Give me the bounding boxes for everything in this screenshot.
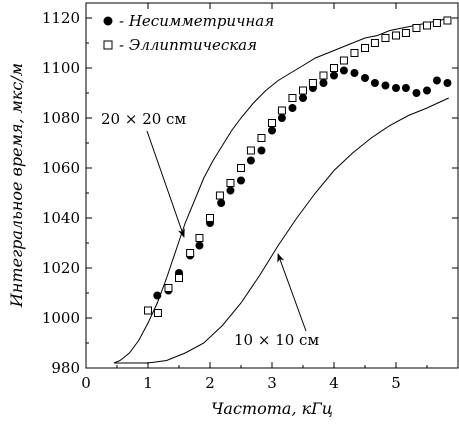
x-tick-label: 1 <box>143 374 153 392</box>
data-point-ellipticheskaya <box>277 106 286 115</box>
y-tick-label: 980 <box>51 359 80 377</box>
data-point-nesimmetrichnaya <box>432 76 441 85</box>
x-tick-label: 3 <box>267 374 277 392</box>
y-tick-label: 1060 <box>42 159 80 177</box>
data-point-ellipticheskaya <box>361 44 369 52</box>
data-point-ellipticheskaya <box>443 16 452 25</box>
data-point-ellipticheskaya <box>175 274 183 282</box>
y-tick-label: 1000 <box>42 309 80 327</box>
data-point-nesimmetrichnaya <box>392 84 400 92</box>
data-point-ellipticheskaya <box>381 34 390 42</box>
data-point-nesimmetrichnaya <box>277 114 286 122</box>
data-point-nesimmetrichnaya <box>226 186 235 195</box>
data-point-ellipticheskaya <box>392 31 400 40</box>
annotation-20x20: 20 × 20 см <box>101 110 186 128</box>
y-tick-label: 1020 <box>42 259 80 277</box>
data-point-ellipticheskaya <box>246 146 255 155</box>
data-point-nesimmetrichnaya <box>257 146 266 155</box>
data-point-ellipticheskaya <box>330 64 338 72</box>
annotation-arrow-10x10 <box>277 253 307 332</box>
plot-frame <box>85 2 459 369</box>
x-tick-label: 2 <box>205 374 215 392</box>
x-tick-label: 0 <box>81 374 91 392</box>
data-point-nesimmetrichnaya <box>246 156 255 165</box>
data-point-nesimmetrichnaya <box>401 84 410 92</box>
data-point-nesimmetrichnaya <box>350 69 359 77</box>
data-point-ellipticheskaya <box>401 29 410 37</box>
data-point-ellipticheskaya <box>268 119 276 127</box>
y-tick-label: 1080 <box>42 109 80 127</box>
legend-label-nesimmetrichnaya: - Несимметричная <box>119 12 274 30</box>
data-point-nesimmetrichnaya <box>299 94 307 102</box>
curve-10x10 <box>113 97 449 364</box>
data-point-ellipticheskaya <box>153 309 162 317</box>
data-point-ellipticheskaya <box>164 284 173 292</box>
legend-marker-nesimmetrichnaya <box>103 16 113 26</box>
data-point-nesimmetrichnaya <box>361 74 369 82</box>
data-point-ellipticheskaya <box>412 24 421 32</box>
x-tick-label: 5 <box>391 374 401 392</box>
data-point-ellipticheskaya <box>339 56 348 65</box>
data-point-nesimmetrichnaya <box>237 176 245 185</box>
data-point-ellipticheskaya <box>237 164 245 172</box>
data-point-ellipticheskaya <box>206 214 214 222</box>
data-point-nesimmetrichnaya <box>370 79 379 87</box>
data-point-nesimmetrichnaya <box>381 81 390 90</box>
data-point-ellipticheskaya <box>288 94 297 102</box>
data-point-nesimmetrichnaya <box>339 66 348 75</box>
data-point-nesimmetrichnaya <box>443 79 452 87</box>
data-point-ellipticheskaya <box>215 191 224 200</box>
data-point-nesimmetrichnaya <box>217 199 226 207</box>
annotation-arrow-20x20 <box>146 130 185 238</box>
y-tick-label: 1100 <box>42 59 80 77</box>
data-point-ellipticheskaya <box>370 39 379 47</box>
data-point-ellipticheskaya <box>299 86 307 95</box>
curve-20x20 <box>113 17 449 364</box>
data-point-ellipticheskaya <box>186 249 195 257</box>
y-axis-label: Интегральное время, мкс/м <box>7 63 26 308</box>
data-point-ellipticheskaya <box>226 179 235 187</box>
data-point-nesimmetrichnaya <box>330 71 338 80</box>
annotation-10x10: 10 × 10 см <box>234 331 319 349</box>
legend-marker-ellipticheskaya <box>103 40 113 50</box>
data-point-ellipticheskaya <box>432 19 441 27</box>
x-axis-label: Частота, кГц <box>211 399 333 418</box>
data-point-ellipticheskaya <box>195 234 204 242</box>
data-point-ellipticheskaya <box>144 306 152 315</box>
data-point-ellipticheskaya <box>350 49 359 57</box>
data-point-nesimmetrichnaya <box>268 126 276 135</box>
data-point-nesimmetrichnaya <box>319 79 328 87</box>
data-point-ellipticheskaya <box>257 134 266 142</box>
data-point-ellipticheskaya <box>319 71 328 80</box>
data-point-ellipticheskaya <box>423 21 431 30</box>
data-point-nesimmetrichnaya <box>288 104 297 112</box>
data-point-nesimmetrichnaya <box>153 291 162 300</box>
x-tick-label: 4 <box>329 374 339 392</box>
data-point-nesimmetrichnaya <box>423 86 431 95</box>
legend-label-ellipticheskaya: - Эллиптическая <box>119 36 257 54</box>
data-point-ellipticheskaya <box>308 79 317 87</box>
data-point-nesimmetrichnaya <box>412 89 421 97</box>
y-tick-label: 1120 <box>42 9 80 27</box>
y-tick-label: 1040 <box>42 209 80 227</box>
data-point-nesimmetrichnaya <box>195 241 204 250</box>
